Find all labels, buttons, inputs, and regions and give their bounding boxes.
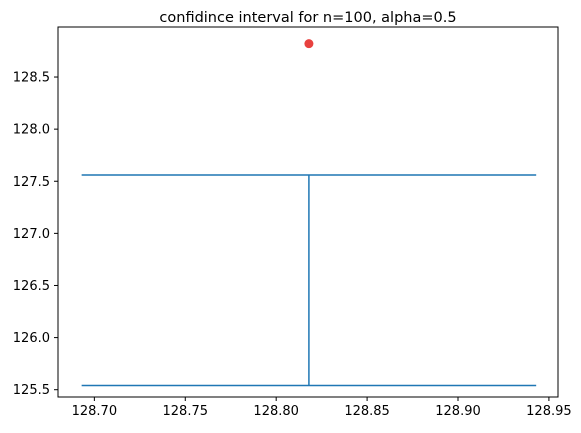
x-tick-label: 128.75 — [163, 404, 209, 419]
y-tick-label: 128.5 — [13, 71, 50, 86]
y-tick-label: 127.5 — [13, 175, 50, 190]
plot-frame — [57, 26, 559, 398]
y-tick-label: 125.5 — [13, 383, 50, 398]
y-tick-label: 128.0 — [13, 123, 50, 138]
y-tick-label: 127.0 — [13, 227, 50, 242]
y-tick-label: 126.0 — [13, 331, 50, 346]
x-tick-label: 128.85 — [344, 404, 390, 419]
chart-title: confidince interval for n=100, alpha=0.5 — [159, 10, 456, 26]
x-tick-label: 128.90 — [435, 404, 481, 419]
y-tick-label: 126.5 — [13, 279, 50, 294]
x-tick-label: 128.95 — [526, 404, 572, 419]
x-tick-label: 128.80 — [253, 404, 299, 419]
plot-area — [81, 39, 537, 387]
x-tick-label: 128.70 — [72, 404, 118, 419]
axes: 128.70 128.75 128.80 128.85 128.90 128.95 125.… — [13, 71, 572, 419]
data-point — [304, 39, 314, 49]
